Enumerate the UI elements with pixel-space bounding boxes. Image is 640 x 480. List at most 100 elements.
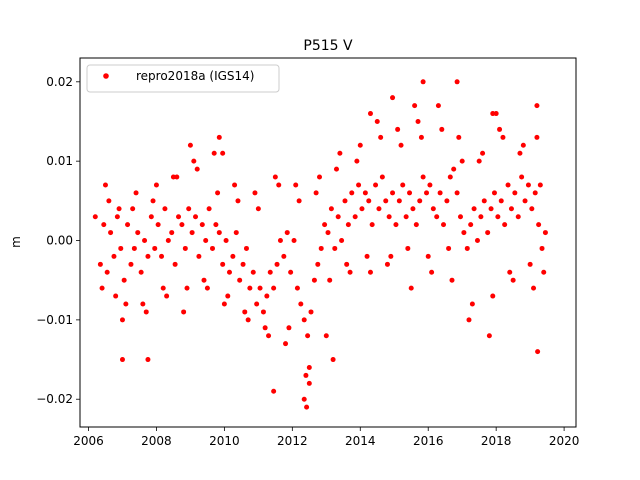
data-point — [216, 230, 222, 236]
data-point — [420, 174, 426, 180]
y-tick-label: −0.01 — [36, 313, 73, 327]
data-point — [466, 317, 472, 323]
legend: repro2018a (IGS14) — [86, 64, 280, 93]
data-point — [130, 206, 136, 212]
x-tick-label: 2018 — [481, 434, 512, 448]
data-point — [354, 158, 360, 164]
data-point — [398, 142, 404, 148]
data-point — [395, 126, 401, 132]
data-point — [525, 182, 531, 188]
data-point — [315, 261, 321, 267]
data-point — [364, 253, 370, 259]
data-points — [92, 79, 548, 410]
data-point — [133, 190, 139, 196]
data-point — [119, 357, 125, 363]
data-point — [374, 118, 380, 124]
data-point — [286, 325, 292, 331]
data-point — [101, 222, 107, 228]
data-point — [485, 230, 491, 236]
data-point — [500, 134, 506, 140]
data-point — [407, 190, 413, 196]
data-point — [497, 126, 503, 132]
data-point — [459, 158, 465, 164]
data-point — [390, 95, 396, 101]
data-point — [308, 309, 314, 315]
data-point — [281, 253, 287, 259]
data-point — [476, 158, 482, 164]
data-point — [113, 293, 119, 299]
data-point — [486, 333, 492, 339]
data-point — [199, 222, 205, 228]
data-point — [102, 182, 108, 188]
data-point — [418, 134, 424, 140]
data-point — [519, 174, 525, 180]
data-point — [240, 261, 246, 267]
y-tick-label: 0.01 — [46, 154, 73, 168]
data-point — [449, 277, 455, 283]
data-point — [424, 190, 430, 196]
data-point — [106, 198, 112, 204]
data-point — [191, 158, 197, 164]
data-point — [204, 285, 210, 291]
data-point — [225, 293, 231, 299]
legend-box — [86, 64, 280, 93]
x-tick-label: 2020 — [549, 434, 580, 448]
data-point — [481, 198, 487, 204]
data-point — [125, 222, 131, 228]
data-point — [328, 206, 334, 212]
data-point — [413, 222, 419, 228]
data-point — [260, 309, 266, 315]
data-point — [357, 142, 363, 148]
data-point — [242, 309, 248, 315]
x-tick-label: 2012 — [277, 434, 308, 448]
data-point — [454, 79, 460, 85]
data-point — [267, 269, 273, 275]
data-point — [447, 174, 453, 180]
x-tick-label: 2016 — [413, 434, 444, 448]
data-point — [247, 285, 253, 291]
data-point — [237, 277, 243, 283]
data-point — [276, 182, 282, 188]
data-point — [468, 222, 474, 228]
data-point — [405, 245, 411, 251]
data-point — [502, 222, 508, 228]
data-point — [349, 190, 355, 196]
data-point — [194, 166, 200, 172]
data-point — [284, 230, 290, 236]
data-point — [296, 198, 302, 204]
data-point — [288, 269, 294, 275]
data-point — [508, 206, 514, 212]
data-point — [145, 253, 151, 259]
x-tick-label: 2006 — [73, 434, 104, 448]
data-point — [403, 214, 409, 220]
data-point — [454, 190, 460, 196]
data-point — [480, 150, 486, 156]
y-axis-label: m — [9, 236, 23, 248]
data-point — [342, 198, 348, 204]
data-point — [491, 190, 497, 196]
y-tick-label: −0.02 — [36, 392, 73, 406]
data-point — [226, 269, 232, 275]
y-tick-label: 0.00 — [46, 234, 73, 248]
data-point — [153, 182, 159, 188]
data-point — [303, 372, 309, 378]
data-point — [410, 206, 416, 212]
data-point — [306, 364, 312, 370]
data-point — [318, 245, 324, 251]
data-point — [408, 285, 414, 291]
data-point — [311, 277, 317, 283]
data-point — [169, 230, 175, 236]
data-point — [277, 238, 283, 244]
data-point — [474, 238, 480, 244]
data-point — [159, 253, 165, 259]
data-point — [522, 198, 528, 204]
legend-marker — [103, 73, 109, 79]
data-point — [138, 269, 144, 275]
data-point — [203, 238, 209, 244]
data-point — [446, 245, 452, 251]
data-point — [415, 118, 421, 124]
data-point — [362, 190, 368, 196]
data-point — [293, 182, 299, 188]
data-point — [254, 301, 260, 307]
